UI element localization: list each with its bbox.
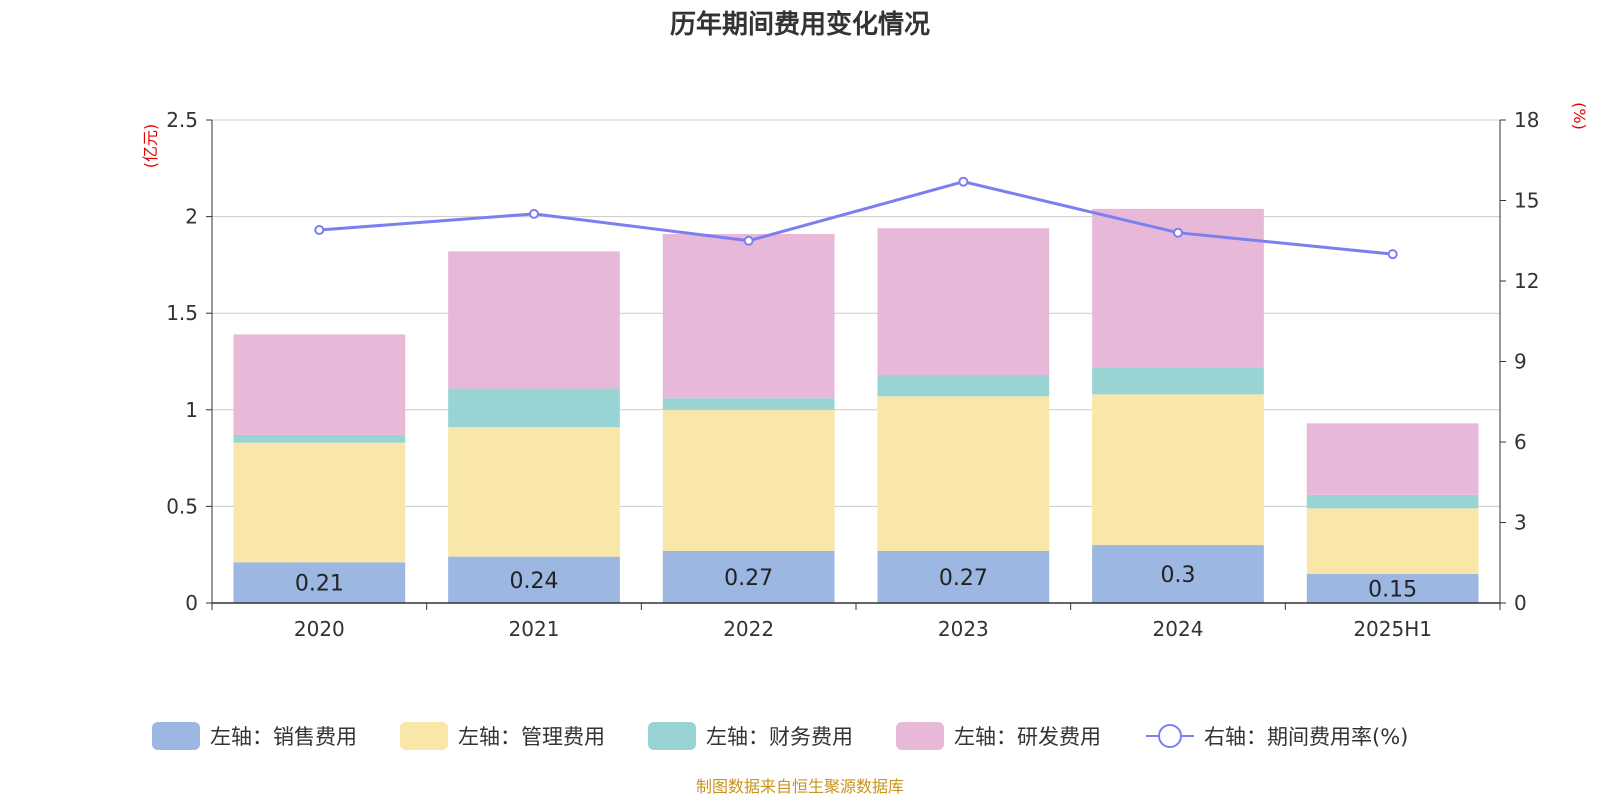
bar-segment bbox=[877, 228, 1050, 376]
right-axis-tick-label: 6 bbox=[1514, 430, 1527, 454]
left-axis-tick-label: 1 bbox=[185, 398, 198, 422]
bar-data-label: 0.3 bbox=[1161, 563, 1196, 588]
rate-point bbox=[1387, 249, 1398, 260]
bar-segment bbox=[1306, 423, 1479, 495]
legend-item-label: 左轴：研发费用 bbox=[954, 725, 1101, 749]
x-axis-tick-label: 2023 bbox=[938, 617, 989, 641]
bar-segment bbox=[1092, 394, 1264, 546]
bar-segment bbox=[877, 375, 1050, 397]
bar-segment bbox=[1306, 494, 1479, 509]
bar-segment bbox=[877, 396, 1050, 551]
bar-data-label: 0.24 bbox=[510, 569, 559, 594]
right-axis-unit: (%) bbox=[1570, 102, 1589, 130]
rate-point bbox=[314, 225, 325, 236]
right-axis-tick-label: 15 bbox=[1514, 189, 1539, 213]
rate-point bbox=[743, 235, 754, 246]
bar-segment bbox=[448, 251, 620, 389]
bar-segment bbox=[233, 562, 406, 603]
left-axis-tick-label: 0 bbox=[185, 591, 198, 615]
x-axis-tick-label: 2021 bbox=[509, 617, 560, 641]
chart-title: 历年期间费用变化情况 bbox=[670, 9, 930, 40]
left-axis-tick-label: 2 bbox=[185, 205, 198, 229]
legend-swatch bbox=[648, 722, 696, 750]
right-axis-tick-label: 9 bbox=[1514, 350, 1527, 374]
legend: 左轴：销售费用 左轴：管理费用 左轴：财务费用 左轴：研发费用 右轴：期间费用率(%) bbox=[152, 722, 1408, 750]
bar-data-label: 0.15 bbox=[1368, 578, 1417, 603]
left-axis-tick-label: 2.5 bbox=[166, 108, 198, 132]
bar-segment bbox=[1092, 367, 1264, 395]
bar-data-label: 0.27 bbox=[724, 566, 773, 591]
bar-segment bbox=[233, 434, 406, 443]
left-axis-tick-label: 1.5 bbox=[166, 301, 198, 325]
rate-point bbox=[1173, 227, 1183, 238]
bar-segment bbox=[662, 233, 835, 399]
bar-data-label: 0.21 bbox=[295, 572, 344, 597]
legend-item-label: 左轴：财务费用 bbox=[706, 725, 853, 749]
rate-point bbox=[958, 176, 969, 187]
legend-swatch bbox=[896, 722, 944, 750]
source-note: 制图数据来自恒生聚源数据库 bbox=[696, 777, 904, 796]
bar-segment bbox=[448, 556, 620, 603]
bar-segment bbox=[1092, 545, 1264, 603]
right-axis-tick-label: 3 bbox=[1514, 511, 1527, 535]
legend-item-label: 右轴：期间费用率(%) bbox=[1204, 725, 1408, 749]
bars-layer: 0.21 0.24 0.27 0.27 0.3 0.15 bbox=[233, 208, 1479, 603]
x-axis-tick-label: 2024 bbox=[1153, 617, 1204, 641]
bar-segment bbox=[662, 550, 835, 603]
right-axis-tick-label: 12 bbox=[1514, 269, 1539, 293]
bar-segment bbox=[662, 398, 835, 410]
left-axis-unit: (亿元) bbox=[141, 124, 160, 169]
bar-segment bbox=[1306, 574, 1479, 603]
legend-swatch bbox=[152, 722, 200, 750]
legend-item-label: 左轴：管理费用 bbox=[458, 725, 605, 749]
line-series-layer bbox=[314, 176, 1398, 260]
right-axis-tick-label: 18 bbox=[1514, 108, 1539, 132]
bar-segment bbox=[233, 442, 406, 563]
bar-segment bbox=[1306, 508, 1479, 575]
rate-point bbox=[529, 208, 539, 219]
axes-layer: 0 0.5 1 1.5 2 2.5 0 3 6 9 12 15 18 2020 2021 2022 2023 20… bbox=[166, 108, 1539, 641]
bar-segment bbox=[662, 409, 835, 551]
bar-segment bbox=[448, 388, 620, 428]
x-axis-tick-label: 2020 bbox=[294, 617, 345, 641]
right-axis-tick-label: 0 bbox=[1514, 591, 1527, 615]
x-axis-tick-label: 2025H1 bbox=[1353, 617, 1432, 641]
legend-marker bbox=[1158, 724, 1182, 748]
x-axis-tick-label: 2022 bbox=[723, 617, 774, 641]
left-axis-tick-label: 0.5 bbox=[166, 494, 198, 518]
legend-item-label: 左轴：销售费用 bbox=[210, 725, 357, 749]
bar-segment bbox=[233, 334, 406, 435]
rate-line bbox=[319, 180, 1393, 256]
bar-data-label: 0.27 bbox=[939, 566, 988, 591]
bar-segment bbox=[877, 550, 1050, 603]
legend-swatch bbox=[400, 722, 448, 750]
bar-segment bbox=[448, 427, 620, 557]
grid-lines bbox=[212, 119, 1500, 507]
